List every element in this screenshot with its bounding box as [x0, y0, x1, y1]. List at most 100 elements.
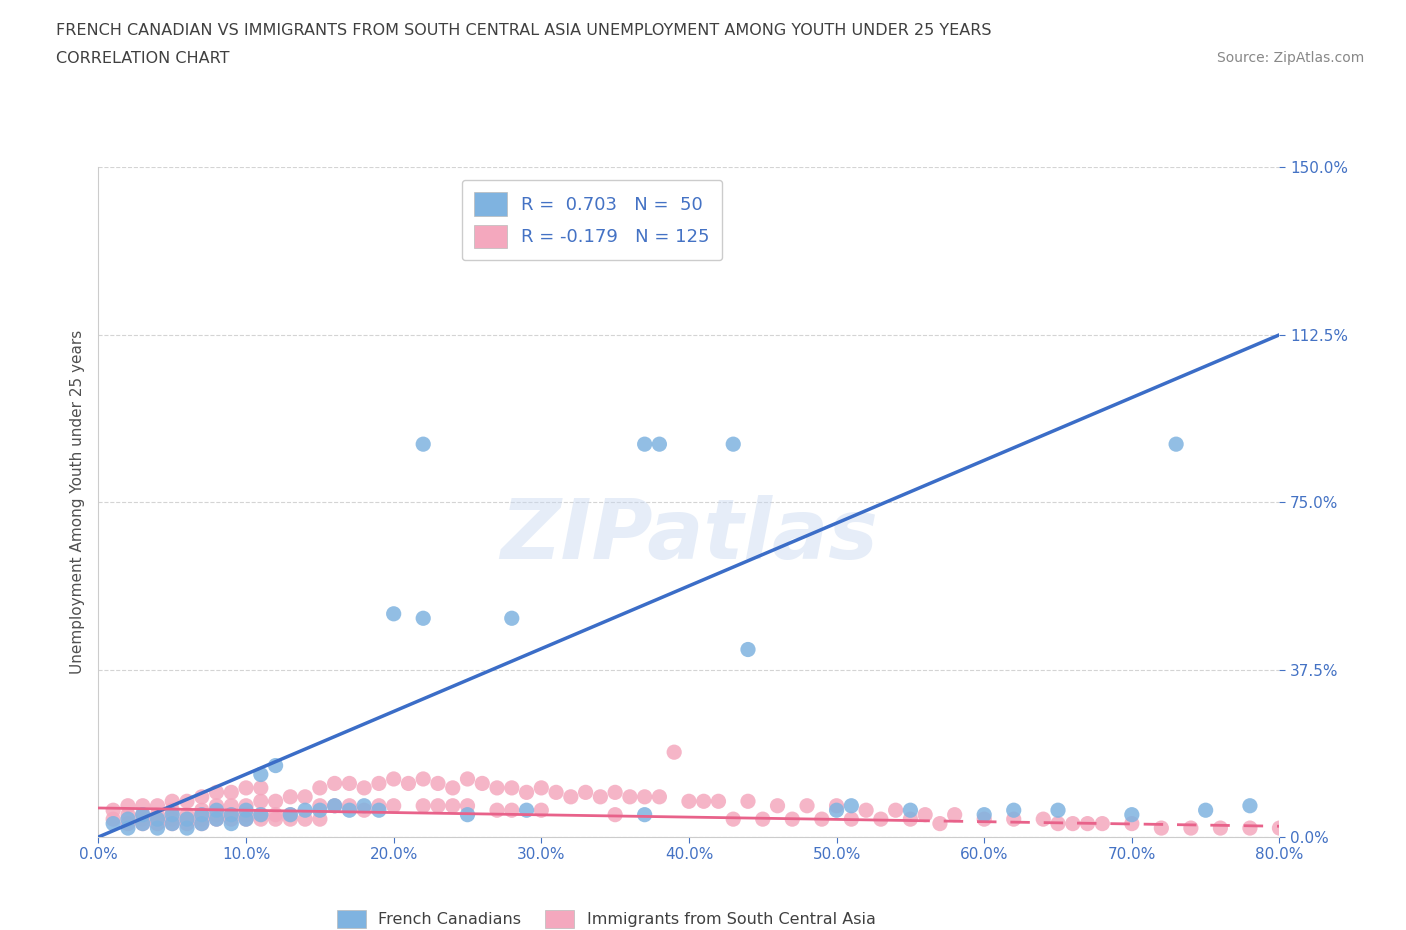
Point: [191, 807, 214, 822]
Point: [219, 812, 242, 827]
Point: [825, 798, 848, 813]
Point: [235, 803, 257, 817]
Point: [412, 611, 434, 626]
Point: [368, 776, 391, 790]
Point: [176, 812, 198, 827]
Point: [294, 812, 316, 827]
Point: [250, 807, 273, 822]
Point: [427, 776, 450, 790]
Point: [368, 803, 391, 817]
Point: [117, 807, 139, 822]
Point: [839, 812, 862, 827]
Point: [1077, 817, 1099, 831]
Point: [235, 812, 257, 827]
Point: [486, 803, 509, 817]
Point: [146, 812, 169, 827]
Point: [1121, 807, 1143, 822]
Point: [839, 798, 862, 813]
Point: [633, 807, 655, 822]
Point: [782, 812, 804, 827]
Point: [382, 606, 405, 621]
Point: [678, 794, 700, 809]
Point: [633, 437, 655, 452]
Point: [162, 812, 183, 827]
Point: [1046, 803, 1069, 817]
Point: [278, 807, 302, 822]
Point: [278, 812, 302, 827]
Point: [176, 817, 198, 831]
Point: [205, 803, 228, 817]
Point: [117, 817, 139, 831]
Point: [309, 803, 332, 817]
Point: [146, 820, 169, 835]
Point: [884, 803, 907, 817]
Point: [900, 812, 922, 827]
Point: [250, 780, 273, 795]
Point: [456, 798, 478, 813]
Point: [441, 780, 464, 795]
Point: [264, 807, 287, 822]
Point: [353, 798, 375, 813]
Point: [205, 785, 228, 800]
Point: [412, 798, 434, 813]
Point: [471, 776, 494, 790]
Point: [205, 798, 228, 813]
Point: [353, 780, 375, 795]
Point: [264, 758, 287, 773]
Point: [515, 785, 537, 800]
Point: [278, 790, 302, 804]
Point: [560, 790, 582, 804]
Point: [412, 772, 434, 787]
Point: [1046, 817, 1069, 831]
Point: [146, 812, 169, 827]
Point: [132, 812, 155, 827]
Point: [648, 437, 671, 452]
Point: [132, 807, 155, 822]
Point: [737, 794, 759, 809]
Point: [1062, 817, 1084, 831]
Point: [323, 776, 346, 790]
Point: [117, 820, 139, 835]
Point: [1121, 817, 1143, 831]
Point: [619, 790, 641, 804]
Point: [544, 785, 567, 800]
Point: [605, 807, 627, 822]
Point: [103, 812, 125, 827]
Point: [353, 803, 375, 817]
Text: Source: ZipAtlas.com: Source: ZipAtlas.com: [1216, 51, 1364, 65]
Point: [278, 807, 302, 822]
Point: [412, 437, 434, 452]
Point: [1195, 803, 1218, 817]
Point: [1002, 803, 1025, 817]
Point: [796, 798, 818, 813]
Point: [294, 803, 316, 817]
Point: [693, 794, 716, 809]
Point: [176, 812, 198, 827]
Point: [162, 817, 183, 831]
Point: [368, 798, 391, 813]
Point: [162, 817, 183, 831]
Point: [176, 794, 198, 809]
Point: [1180, 820, 1202, 835]
Point: [1150, 820, 1173, 835]
Point: [501, 780, 523, 795]
Point: [146, 798, 169, 813]
Point: [1239, 820, 1261, 835]
Point: [264, 794, 287, 809]
Point: [766, 798, 789, 813]
Point: [382, 798, 405, 813]
Point: [914, 807, 936, 822]
Point: [396, 776, 419, 790]
Text: FRENCH CANADIAN VS IMMIGRANTS FROM SOUTH CENTRAL ASIA UNEMPLOYMENT AMONG YOUTH U: FRENCH CANADIAN VS IMMIGRANTS FROM SOUTH…: [56, 23, 991, 38]
Point: [264, 812, 287, 827]
Legend: French Canadians, Immigrants from South Central Asia: French Canadians, Immigrants from South …: [329, 902, 884, 930]
Point: [441, 798, 464, 813]
Point: [235, 780, 257, 795]
Point: [751, 812, 773, 827]
Point: [737, 642, 759, 657]
Point: [900, 803, 922, 817]
Point: [323, 798, 346, 813]
Point: [648, 790, 671, 804]
Point: [162, 807, 183, 822]
Point: [132, 817, 155, 831]
